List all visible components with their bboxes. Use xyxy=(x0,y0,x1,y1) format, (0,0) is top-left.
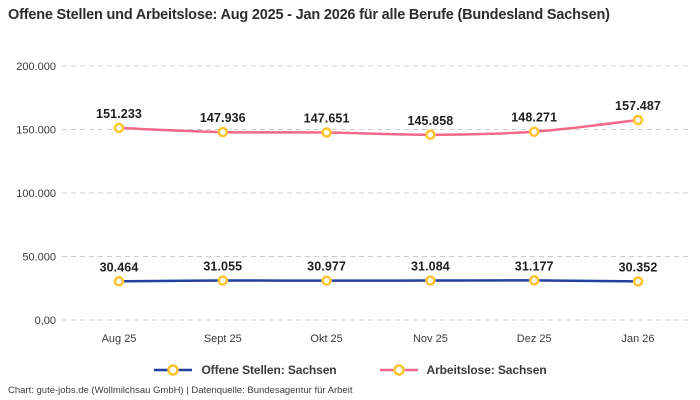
legend-item-offene-stellen[interactable]: Offene Stellen: Sachsen xyxy=(153,363,337,377)
data-point-label: 30.464 xyxy=(100,260,139,274)
y-tick-label: 200.000 xyxy=(16,61,56,73)
data-point-label: 157.487 xyxy=(615,99,661,113)
y-tick-label: 0,00 xyxy=(35,315,56,327)
data-point-marker xyxy=(321,275,332,286)
data-point-marker xyxy=(113,122,125,134)
data-point-label: 31.055 xyxy=(203,260,242,274)
chart-attribution: Chart: gute-jobs.de (Wollmilchsau GmbH) … xyxy=(8,385,353,396)
data-point-marker xyxy=(632,114,644,126)
data-point-marker xyxy=(425,275,436,286)
line-chart-plot-area: 0,00 50.000 100.000 150.000 200.000 Aug 25 Sep… xyxy=(16,61,688,345)
legend-line-marker-icon xyxy=(154,364,193,376)
legend-item-arbeitslose[interactable]: Arbeitslose: Sachsen xyxy=(379,363,547,377)
x-tick-label: Jan 26 xyxy=(621,333,654,345)
x-tick-label: Aug 25 xyxy=(102,333,137,345)
legend-label: Arbeitslose: Sachsen xyxy=(426,363,547,377)
data-point-label: 145.858 xyxy=(407,114,453,128)
y-tick-label: 150.000 xyxy=(16,125,56,137)
series-line xyxy=(117,279,640,283)
x-tick-label: Dez 25 xyxy=(517,333,552,345)
x-tick-label: Nov 25 xyxy=(413,333,448,345)
data-point-label: 31.084 xyxy=(411,260,450,274)
data-point-label: 31.177 xyxy=(515,259,554,273)
data-point-marker xyxy=(425,129,436,141)
data-point-marker xyxy=(217,275,229,286)
y-tick-label: 50.000 xyxy=(22,252,56,264)
data-point-label: 148.271 xyxy=(511,111,557,125)
chart-legend: Offene Stellen: Sachsen Arbeitslose: Sac… xyxy=(0,361,700,379)
x-tick-label: Okt 25 xyxy=(310,333,342,345)
data-point-label: 147.936 xyxy=(200,111,246,125)
legend-label: Offene Stellen: Sachsen xyxy=(201,363,337,377)
data-point-label: 30.977 xyxy=(307,260,346,274)
data-point-marker xyxy=(217,126,229,138)
data-point-marker xyxy=(113,276,125,287)
series-line xyxy=(117,118,640,137)
data-point-label: 30.352 xyxy=(619,260,658,274)
data-point-label: 151.233 xyxy=(96,107,142,121)
data-point-marker xyxy=(321,127,332,138)
data-point-marker xyxy=(528,126,540,137)
y-tick-label: 100.000 xyxy=(16,188,56,200)
data-point-marker xyxy=(528,275,540,286)
legend-line-marker-icon xyxy=(379,364,418,376)
data-point-marker xyxy=(632,276,644,287)
chart-title: Offene Stellen und Arbeitslose: Aug 2025… xyxy=(8,7,610,23)
data-point-label: 147.651 xyxy=(304,111,350,125)
x-tick-label: Sept 25 xyxy=(204,333,242,345)
